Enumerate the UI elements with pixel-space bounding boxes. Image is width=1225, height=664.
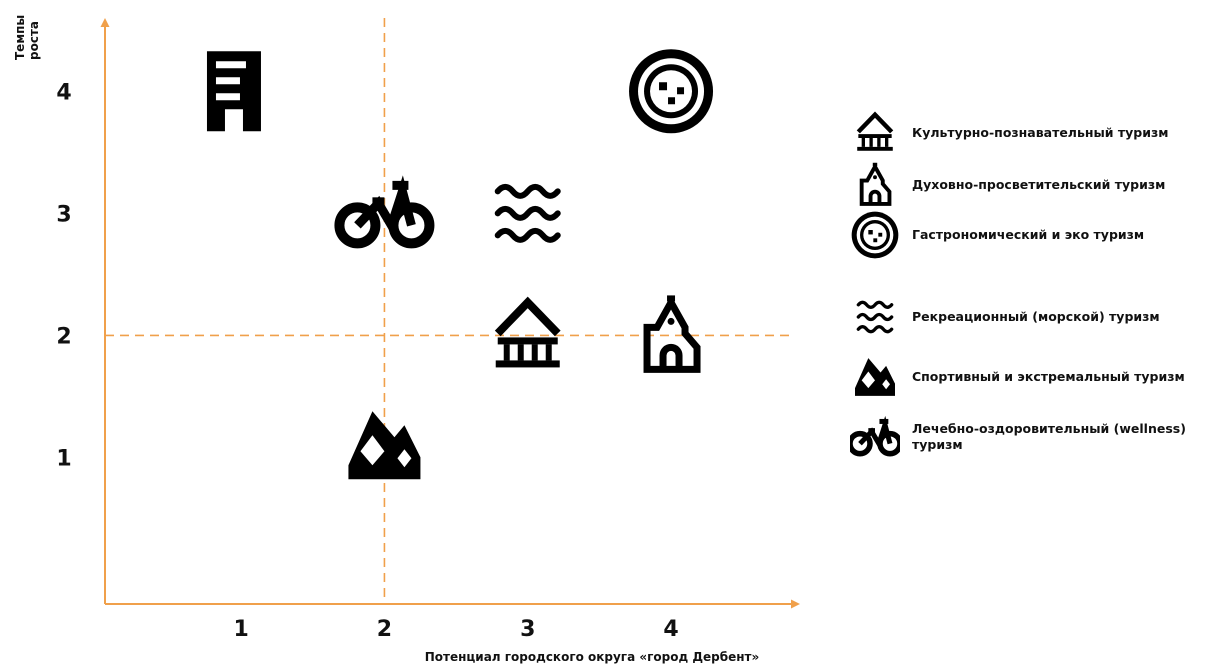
plate-icon [848,210,902,260]
legend-label: Гастрономический и эко туризм [912,227,1145,242]
waves-icon [848,292,902,342]
church-icon [643,295,701,373]
waves-icon [494,183,561,243]
x-axis-title: Потенциал городского округа «город Дербе… [425,650,760,664]
legend-label: Рекреационный (морской) туризм [912,309,1160,324]
y-axis-arrow [100,18,110,27]
y-tick-label: 1 [56,447,71,472]
x-tick-label: 3 [520,617,535,642]
building-icon [206,51,261,132]
legend-label: Лечебно-оздоровительный (wellness) туриз… [912,421,1186,452]
x-tick-label: 4 [663,617,678,642]
y-tick-label: 3 [56,202,71,227]
church-icon [848,160,902,210]
legend-item: Лечебно-оздоровительный (wellness) туриз… [848,412,1212,462]
legend-label: Духовно-просветительский туризм [912,177,1166,192]
x-axis-arrow [791,599,800,609]
y-tick-label: 2 [56,324,71,349]
plate-icon [629,49,714,134]
mountain-icon [848,352,902,402]
mountain-icon [348,411,421,480]
legend-label: Спортивный и экстремальный туризм [912,369,1185,384]
legend-item: Рекреационный (морской) туризм [848,292,1212,342]
x-tick-label: 2 [377,617,392,642]
legend-item: Культурно-познавательный туризм [848,108,1212,158]
legend-item: Духовно-просветительский туризм [848,160,1212,210]
house-icon [848,108,902,158]
legend-item: Гастрономический и эко туризм [848,210,1212,260]
legend-item: Спортивный и экстремальный туризм [848,352,1212,402]
house-icon [494,296,561,368]
bicycle-icon [848,412,902,462]
x-tick-label: 1 [233,617,248,642]
bicycle-icon [334,175,435,249]
y-axis-title: Темпыроста [13,15,41,60]
y-tick-label: 4 [56,80,71,105]
legend-label: Культурно-познавательный туризм [912,125,1169,140]
